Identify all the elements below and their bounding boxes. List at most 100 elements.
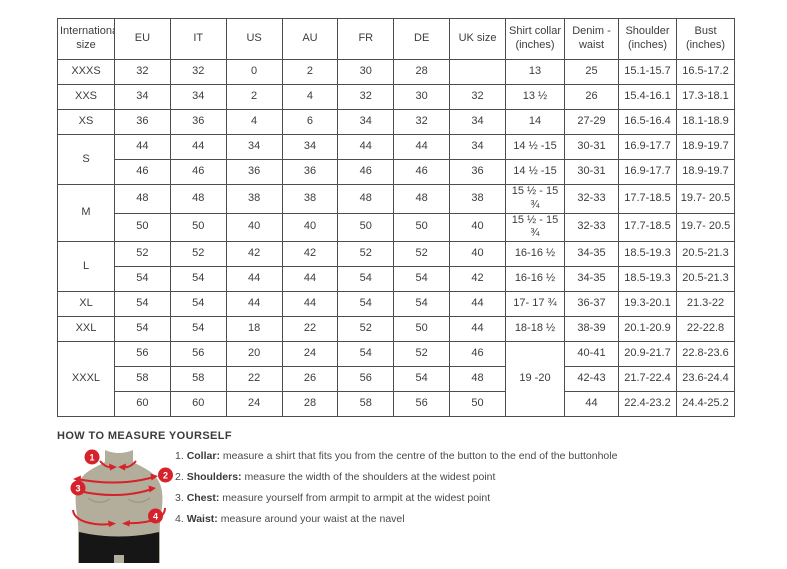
table-row: 58 58 22 26 56 54 48 42-43 21.7-22.4 23.6-24.4 [58, 366, 735, 392]
size-cell: 54 [337, 291, 395, 317]
size-cell: 34 [449, 109, 506, 135]
size-cell: 46 [169, 159, 227, 185]
column-header: Bust (inches) [676, 18, 735, 60]
table-row: XL 54 54 44 44 54 54 44 17- 17 ¾ 36-37 19.3-20.1 21… [57, 291, 735, 317]
size-table-header: International size EU IT US AU FR DE UK size Shi… [57, 18, 735, 60]
size-cell: 48 [114, 184, 171, 214]
table-row: XXXS 32 32 0 2 30 28 13 25 15.1-15.7 16.5-17.2 [57, 59, 735, 85]
table-row: 60 60 24 28 58 56 50 44 22.4-23.2 24.4-25.2 [58, 391, 735, 417]
size-group-label: XXS [57, 84, 115, 110]
size-cell: 20.5-21.3 [676, 266, 735, 292]
size-cell: 46 [393, 159, 451, 185]
size-cell: 26 [564, 84, 619, 110]
chest-arrow-right [148, 485, 156, 493]
size-cell: 48 [449, 366, 506, 392]
measurement-figure: 1 2 3 4 [62, 446, 174, 564]
size-cell: 22 [225, 366, 283, 392]
size-cell: 44 [281, 291, 339, 317]
size-group-label: XS [57, 109, 115, 135]
size-cell: 28 [393, 59, 451, 85]
step-label: Waist: [186, 513, 218, 525]
size-cell: 13 ½ [505, 84, 565, 110]
size-cell: 22.4-23.2 [618, 391, 677, 417]
size-cell: 25 [564, 59, 619, 85]
size-group-label: XL [57, 291, 115, 317]
size-cell: 48 [393, 184, 451, 214]
size-cell: 18.9-19.7 [676, 159, 735, 185]
size-cell: 56 [169, 341, 227, 367]
size-cell: 34 [449, 134, 506, 160]
size-cell: 54 [393, 266, 451, 292]
size-cell: 2 [281, 59, 339, 85]
size-cell: 20.1-20.9 [618, 316, 677, 342]
size-cell: 34 [169, 84, 227, 110]
shorts-shape [79, 532, 159, 563]
size-cell: 19.7- 20.5 [676, 184, 735, 214]
size-cell: 38-39 [564, 316, 619, 342]
column-header: US [225, 18, 283, 60]
size-cell: 54 [114, 266, 171, 292]
size-cell: 22 [281, 316, 339, 342]
size-cell: 60 [114, 391, 171, 417]
step-text: measure a shirt that fits you from the c… [219, 450, 618, 462]
size-cell: 18.5-19.3 [618, 241, 677, 267]
size-cell: 32-33 [564, 212, 619, 242]
size-cell: 40 [449, 212, 506, 242]
column-header: DE [393, 18, 451, 60]
size-cell: 40 [225, 212, 283, 242]
size-cell: 44 [169, 134, 227, 160]
column-header: FR [337, 18, 395, 60]
size-cell: 54 [169, 291, 227, 317]
size-cell: 32 [449, 84, 506, 110]
size-group-label: XXXL [57, 341, 115, 417]
size-cell: 42-43 [564, 366, 619, 392]
step-number: 2. [175, 471, 187, 483]
chest-contour [87, 497, 151, 503]
table-row: L 52 52 42 42 52 52 40 16-16 ½ 34-35 18.5-19.3 20.5… [57, 241, 735, 292]
column-header: Shirt collar (inches) [505, 18, 565, 60]
size-cell: 21.7-22.4 [618, 366, 677, 392]
step-label: Chest: [186, 492, 220, 504]
size-cell: 19.3-20.1 [618, 291, 677, 317]
size-cell: 44 [225, 266, 283, 292]
size-cell: 18 [225, 316, 283, 342]
table-row: XXL 54 54 18 22 52 50 44 18-18 ½ 38-39 20.1-20.9 22… [57, 316, 735, 342]
size-cell: 50 [337, 212, 395, 242]
size-cell: 54 [393, 366, 451, 392]
size-cell: 42 [281, 241, 339, 267]
table-row: M 48 48 38 38 48 48 38 15 ½ - 15 ¾ 32-33 17.7-18.5… [57, 184, 735, 242]
size-cell: 2 [225, 84, 283, 110]
size-cell: 30 [337, 59, 395, 85]
size-cell: 30-31 [564, 159, 619, 185]
size-cell: 16.5-16.4 [618, 109, 677, 135]
size-cell: 44 [449, 291, 506, 317]
table-row: XS 36 36 4 6 34 32 34 14 27-29 16.5-16.4 18.1-18.9 [57, 109, 735, 135]
size-cell: 18-18 ½ [505, 316, 565, 342]
size-cell: 40 [281, 212, 339, 242]
size-cell: 36 [281, 159, 339, 185]
size-cell: 40-41 [564, 341, 619, 367]
measure-step: 1. Collar: measure a shirt that fits you… [175, 449, 617, 464]
size-cell: 16.9-17.7 [618, 159, 677, 185]
size-cell: 21.3-22 [676, 291, 735, 317]
size-cell: 34 [114, 84, 171, 110]
size-cell: 34-35 [564, 266, 619, 292]
collar-arrow-left [118, 463, 126, 471]
size-cell: 50 [393, 212, 451, 242]
size-cell: 20.5-21.3 [676, 241, 735, 267]
size-chart-table: International size EU IT US AU FR DE UK size Shi… [57, 18, 735, 417]
size-group-label: M [57, 184, 115, 242]
size-cell: 54 [393, 291, 451, 317]
size-cell: 15.4-16.1 [618, 84, 677, 110]
torso-shape [75, 450, 163, 563]
size-cell: 50 [114, 212, 171, 242]
size-cell: 54 [114, 291, 171, 317]
size-group-label: XXL [57, 316, 115, 342]
size-cell: 36 [449, 159, 506, 185]
size-cell: 38 [225, 184, 283, 214]
size-cell: 32 [169, 59, 227, 85]
size-cell: 50 [393, 316, 451, 342]
table-row: 50 50 40 40 50 50 40 15 ½ - 15 ¾ 32-33 17.7-18.5 1… [58, 212, 735, 242]
torso-illustration: 1 2 3 4 [70, 449, 173, 563]
size-cell: 42 [449, 266, 506, 292]
